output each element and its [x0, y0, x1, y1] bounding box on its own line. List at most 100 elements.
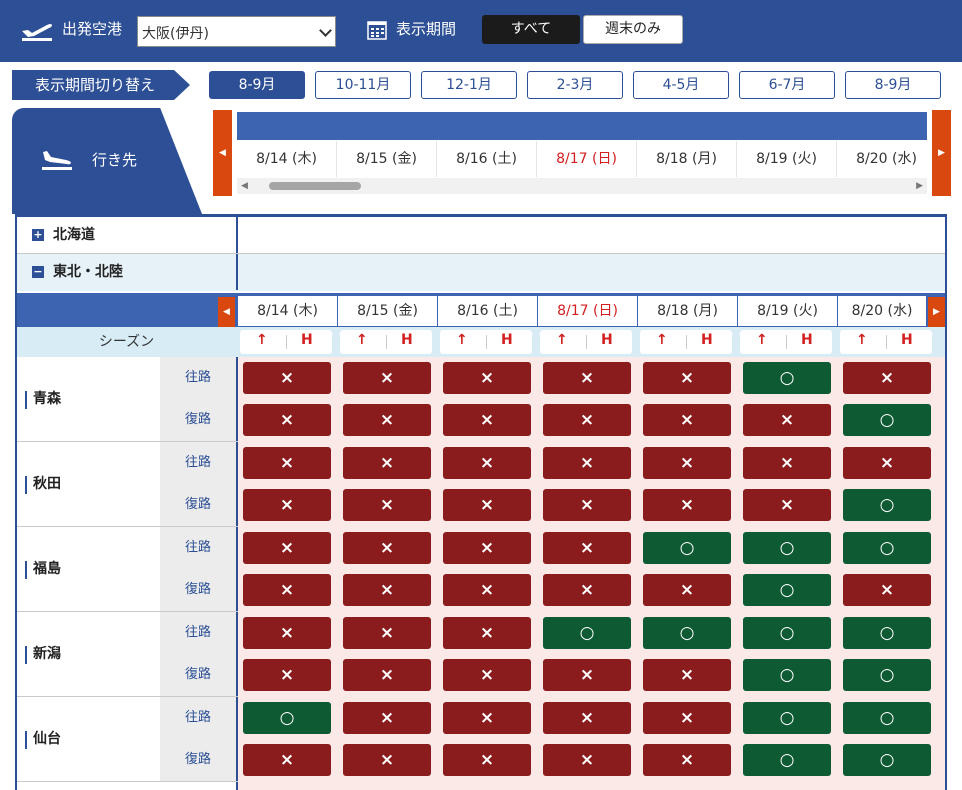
unavailable-seat-cell[interactable]: × — [243, 532, 331, 564]
unavailable-seat-cell[interactable]: × — [243, 744, 331, 776]
unavailable-seat-cell[interactable]: × — [443, 489, 531, 521]
unavailable-seat-cell[interactable]: × — [843, 447, 931, 479]
high-season-mark: H — [601, 332, 613, 348]
unavailable-seat-cell[interactable]: × — [543, 362, 631, 394]
high-season-mark: H — [301, 332, 313, 348]
unavailable-seat-cell[interactable]: × — [543, 659, 631, 691]
month-tab-7[interactable]: 8-9月 — [845, 71, 941, 99]
unavailable-seat-cell[interactable]: × — [243, 362, 331, 394]
scrollbar-thumb[interactable] — [269, 182, 361, 190]
unavailable-seat-cell[interactable]: × — [443, 744, 531, 776]
unavailable-seat-cell[interactable]: × — [543, 744, 631, 776]
expand-plus-icon[interactable]: + — [32, 228, 44, 241]
month-tab-5[interactable]: 4-5月 — [633, 71, 729, 99]
unavailable-seat-cell[interactable]: × — [443, 574, 531, 606]
unavailable-seat-cell[interactable]: × — [243, 659, 331, 691]
unavailable-seat-cell[interactable]: × — [843, 362, 931, 394]
unavailable-seat-cell[interactable]: × — [343, 617, 431, 649]
available-seat-cell[interactable]: ○ — [743, 362, 831, 394]
unavailable-seat-cell[interactable]: × — [343, 702, 431, 734]
unavailable-seat-cell[interactable]: × — [643, 362, 731, 394]
unavailable-seat-cell[interactable]: × — [343, 744, 431, 776]
available-seat-cell[interactable]: ○ — [843, 617, 931, 649]
available-seat-cell[interactable]: ○ — [843, 489, 931, 521]
unavailable-seat-cell[interactable]: × — [543, 702, 631, 734]
unavailable-seat-cell[interactable]: × — [443, 702, 531, 734]
month-tab-4[interactable]: 2-3月 — [527, 71, 623, 99]
date-next-button[interactable]: ▶ — [928, 297, 945, 327]
top-date-row: 8/14 (木) 8/15 (金) 8/16 (土) 8/17 (日) 8/18… — [237, 141, 927, 177]
month-tab-2[interactable]: 10-11月 — [315, 71, 411, 99]
horizontal-scrollbar[interactable]: ◀ ▶ — [237, 178, 927, 194]
unavailable-seat-cell[interactable]: × — [243, 404, 331, 436]
unavailable-seat-cell[interactable]: × — [443, 447, 531, 479]
unavailable-seat-cell[interactable]: × — [643, 702, 731, 734]
unavailable-seat-cell[interactable]: × — [743, 404, 831, 436]
up-arrow-icon: ↑ — [456, 332, 468, 348]
unavailable-seat-cell[interactable]: × — [343, 489, 431, 521]
unavailable-seat-cell[interactable]: × — [743, 489, 831, 521]
available-seat-cell[interactable]: ○ — [843, 659, 931, 691]
scroll-left-small-icon[interactable]: ◀ — [241, 181, 248, 191]
unavailable-seat-cell[interactable]: × — [543, 532, 631, 564]
month-tab-3[interactable]: 12-1月 — [421, 71, 517, 99]
available-seat-cell[interactable]: ○ — [743, 574, 831, 606]
available-seat-cell[interactable]: ○ — [743, 744, 831, 776]
collapse-minus-icon[interactable]: − — [32, 265, 44, 278]
available-seat-cell[interactable]: ○ — [243, 702, 331, 734]
unavailable-seat-cell[interactable]: × — [443, 404, 531, 436]
month-tab-6[interactable]: 6-7月 — [739, 71, 835, 99]
available-seat-cell[interactable]: ○ — [843, 404, 931, 436]
available-seat-cell[interactable]: ○ — [743, 659, 831, 691]
unavailable-seat-cell[interactable]: × — [543, 447, 631, 479]
available-seat-cell[interactable]: ○ — [843, 744, 931, 776]
unavailable-seat-cell[interactable]: × — [443, 659, 531, 691]
unavailable-seat-cell[interactable]: × — [443, 532, 531, 564]
region-spacer — [236, 217, 945, 253]
available-seat-cell[interactable]: ○ — [843, 702, 931, 734]
toggle-weekend-button[interactable]: 週末のみ — [583, 15, 683, 44]
unavailable-seat-cell[interactable]: × — [643, 404, 731, 436]
unavailable-seat-cell[interactable]: × — [343, 659, 431, 691]
unavailable-seat-cell[interactable]: × — [643, 659, 731, 691]
departure-airport-select[interactable]: 大阪(伊丹) — [137, 16, 336, 47]
unavailable-seat-cell[interactable]: × — [643, 574, 731, 606]
available-seat-cell[interactable]: ○ — [543, 617, 631, 649]
unavailable-seat-cell[interactable]: × — [543, 489, 631, 521]
unavailable-seat-cell[interactable]: × — [343, 362, 431, 394]
display-period-label: 表示期間 — [396, 20, 457, 38]
toggle-all-button[interactable]: すべて — [482, 15, 580, 44]
return-label: 復路 — [160, 654, 236, 696]
unavailable-seat-cell[interactable]: × — [343, 532, 431, 564]
unavailable-seat-cell[interactable]: × — [443, 617, 531, 649]
available-seat-cell[interactable]: ○ — [743, 702, 831, 734]
date-prev-button[interactable]: ◀ — [218, 297, 235, 327]
unavailable-seat-cell[interactable]: × — [843, 574, 931, 606]
available-seat-cell[interactable]: ○ — [743, 617, 831, 649]
scroll-left-button[interactable]: ◀ — [213, 110, 232, 196]
scroll-right-button[interactable]: ▶ — [932, 110, 951, 196]
unavailable-seat-cell[interactable]: × — [243, 574, 331, 606]
unavailable-seat-cell[interactable]: × — [343, 574, 431, 606]
unavailable-seat-cell[interactable]: × — [243, 489, 331, 521]
destination-label: 行き先 — [92, 151, 138, 169]
unavailable-seat-cell[interactable]: × — [743, 447, 831, 479]
unavailable-seat-cell[interactable]: × — [543, 574, 631, 606]
available-seat-cell[interactable]: ○ — [643, 617, 731, 649]
unavailable-seat-cell[interactable]: × — [643, 447, 731, 479]
unavailable-seat-cell[interactable]: × — [243, 447, 331, 479]
unavailable-seat-cell[interactable]: × — [643, 489, 731, 521]
unavailable-seat-cell[interactable]: × — [443, 362, 531, 394]
available-seat-cell[interactable]: ○ — [743, 532, 831, 564]
month-tab-1[interactable]: 8-9月 — [209, 71, 305, 99]
region-row-tohoku[interactable]: − 東北・北陸 — [17, 254, 945, 291]
region-row-hokkaido[interactable]: + 北海道 — [17, 217, 945, 254]
unavailable-seat-cell[interactable]: × — [343, 404, 431, 436]
unavailable-seat-cell[interactable]: × — [643, 744, 731, 776]
available-seat-cell[interactable]: ○ — [843, 532, 931, 564]
scroll-right-small-icon[interactable]: ▶ — [916, 181, 923, 191]
unavailable-seat-cell[interactable]: × — [243, 617, 331, 649]
unavailable-seat-cell[interactable]: × — [343, 447, 431, 479]
unavailable-seat-cell[interactable]: × — [543, 404, 631, 436]
available-seat-cell[interactable]: ○ — [643, 532, 731, 564]
